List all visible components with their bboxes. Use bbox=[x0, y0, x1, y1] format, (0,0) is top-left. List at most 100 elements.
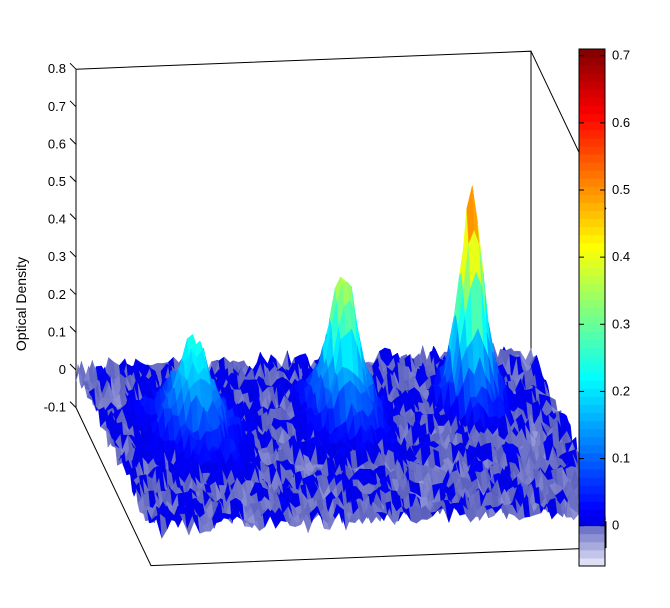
colorbar-band bbox=[579, 452, 605, 462]
colorbar-band bbox=[579, 210, 605, 220]
colorbar-band bbox=[579, 250, 605, 260]
z-tick-label: 0.5 bbox=[48, 174, 66, 189]
z-tick-label: 0 bbox=[59, 362, 66, 377]
colorbar-band bbox=[579, 396, 605, 405]
colorbar-band bbox=[579, 315, 605, 325]
colorbar-band bbox=[579, 372, 605, 381]
z-tick-label: 0.7 bbox=[48, 99, 66, 114]
colorbar-band bbox=[579, 202, 605, 212]
colorbar-band bbox=[579, 97, 605, 107]
colorbar-band bbox=[579, 533, 605, 543]
colorbar-frame bbox=[578, 48, 606, 567]
colorbar-band bbox=[579, 525, 605, 535]
z-tick-label: -0.1 bbox=[44, 400, 66, 415]
colorbar-band bbox=[579, 444, 605, 454]
z-tick-mark bbox=[69, 62, 77, 70]
colorbar-band bbox=[579, 404, 605, 414]
z-tick-mark bbox=[69, 100, 77, 108]
colorbar-tick-label: 0.7 bbox=[612, 48, 630, 63]
colorbar-band bbox=[579, 145, 605, 155]
colorbar-band bbox=[579, 194, 605, 203]
colorbar-band bbox=[579, 121, 605, 131]
colorbar-band bbox=[579, 234, 605, 244]
colorbar-band bbox=[579, 355, 605, 365]
colorbar-band bbox=[579, 65, 605, 74]
colorbar-band bbox=[579, 331, 605, 341]
z-tick-mark bbox=[69, 138, 77, 145]
colorbar-band bbox=[579, 162, 605, 171]
z-tick-mark bbox=[69, 213, 77, 220]
colorbar-band bbox=[579, 105, 605, 115]
colorbar-band bbox=[579, 259, 605, 268]
colorbar-band bbox=[579, 89, 605, 98]
colorbar-band bbox=[579, 388, 605, 397]
colorbar-band bbox=[579, 412, 605, 422]
colorbar-band bbox=[579, 170, 605, 179]
colorbar-band bbox=[579, 469, 605, 478]
colorbar-band bbox=[579, 129, 605, 139]
colorbar-band bbox=[579, 275, 605, 284]
colorbar-band bbox=[579, 436, 605, 446]
z-tick-label: 0.3 bbox=[48, 249, 66, 264]
colorbar-band bbox=[579, 557, 605, 567]
colorbar-band bbox=[579, 113, 605, 123]
z-axis: -0.1 0 0.1 0.2 0.3 0.4 0.5 0.6 0.7 0.8 bbox=[44, 61, 77, 415]
colorbar-band bbox=[579, 517, 605, 527]
z-tick-mark bbox=[69, 326, 77, 333]
colorbar-band bbox=[579, 347, 605, 357]
z-tick-mark bbox=[69, 288, 77, 296]
colorbar-band bbox=[579, 307, 605, 317]
colorbar-band bbox=[579, 267, 605, 276]
colorbar-band bbox=[579, 549, 605, 559]
colorbar-band bbox=[579, 299, 605, 308]
colorbar-band bbox=[579, 57, 605, 66]
colorbar-band bbox=[579, 218, 605, 228]
z-tick-mark bbox=[69, 175, 77, 183]
colorbar-band bbox=[579, 242, 605, 252]
colorbar-band bbox=[579, 226, 605, 236]
colorbar-band bbox=[579, 323, 605, 333]
colorbar-band bbox=[579, 49, 605, 58]
colorbar-tick-label: 0.4 bbox=[612, 249, 630, 264]
z-tick-label: 0.1 bbox=[48, 324, 66, 339]
colorbar-band bbox=[579, 501, 605, 510]
box-edge-bottom-front bbox=[75, 407, 607, 567]
z-tick-label: 0.8 bbox=[48, 61, 66, 76]
z-tick-mark bbox=[69, 401, 77, 408]
colorbar-band bbox=[579, 81, 605, 90]
colorbar-band bbox=[579, 477, 605, 486]
colorbar-band bbox=[579, 186, 605, 195]
z-tick-mark bbox=[69, 250, 77, 258]
colorbar-tick-label: 0 bbox=[612, 518, 619, 533]
z-tick-label: 0.6 bbox=[48, 136, 66, 151]
colorbar-band bbox=[579, 73, 605, 82]
z-axis-label: Optical Density bbox=[13, 257, 29, 351]
colorbar-band bbox=[579, 485, 605, 494]
density-surface bbox=[75, 185, 607, 540]
z-tick-mark bbox=[69, 363, 77, 371]
colorbar-tick-label: 0.2 bbox=[612, 383, 630, 398]
colorbar-band bbox=[579, 428, 605, 438]
colorbar-tick-label: 0.5 bbox=[612, 182, 630, 197]
colorbar-tick-label: 0.1 bbox=[612, 451, 630, 466]
colorbar-band bbox=[579, 541, 605, 551]
colorbar-tick-label: 0.3 bbox=[612, 316, 630, 331]
colorbar-band bbox=[579, 380, 605, 389]
colorbar-band bbox=[579, 364, 605, 373]
colorbar-band bbox=[579, 493, 605, 502]
colorbar: 0 0.1 0.2 0.3 0.4 0.5 0.6 0.7 bbox=[578, 48, 630, 567]
colorbar-band bbox=[579, 291, 605, 300]
axes-box-front bbox=[75, 407, 607, 567]
colorbar-tick-label: 0.6 bbox=[612, 115, 630, 130]
colorbar-band bbox=[579, 283, 605, 292]
colorbar-band bbox=[579, 178, 605, 187]
colorbar-band bbox=[579, 509, 605, 519]
colorbar-band bbox=[579, 339, 605, 349]
colorbar-band bbox=[579, 460, 605, 470]
z-tick-label: 0.2 bbox=[48, 287, 66, 302]
colorbar-band bbox=[579, 420, 605, 430]
colorbar-band bbox=[579, 154, 605, 163]
colorbar-band bbox=[579, 137, 605, 147]
z-tick-label: 0.4 bbox=[48, 212, 66, 227]
